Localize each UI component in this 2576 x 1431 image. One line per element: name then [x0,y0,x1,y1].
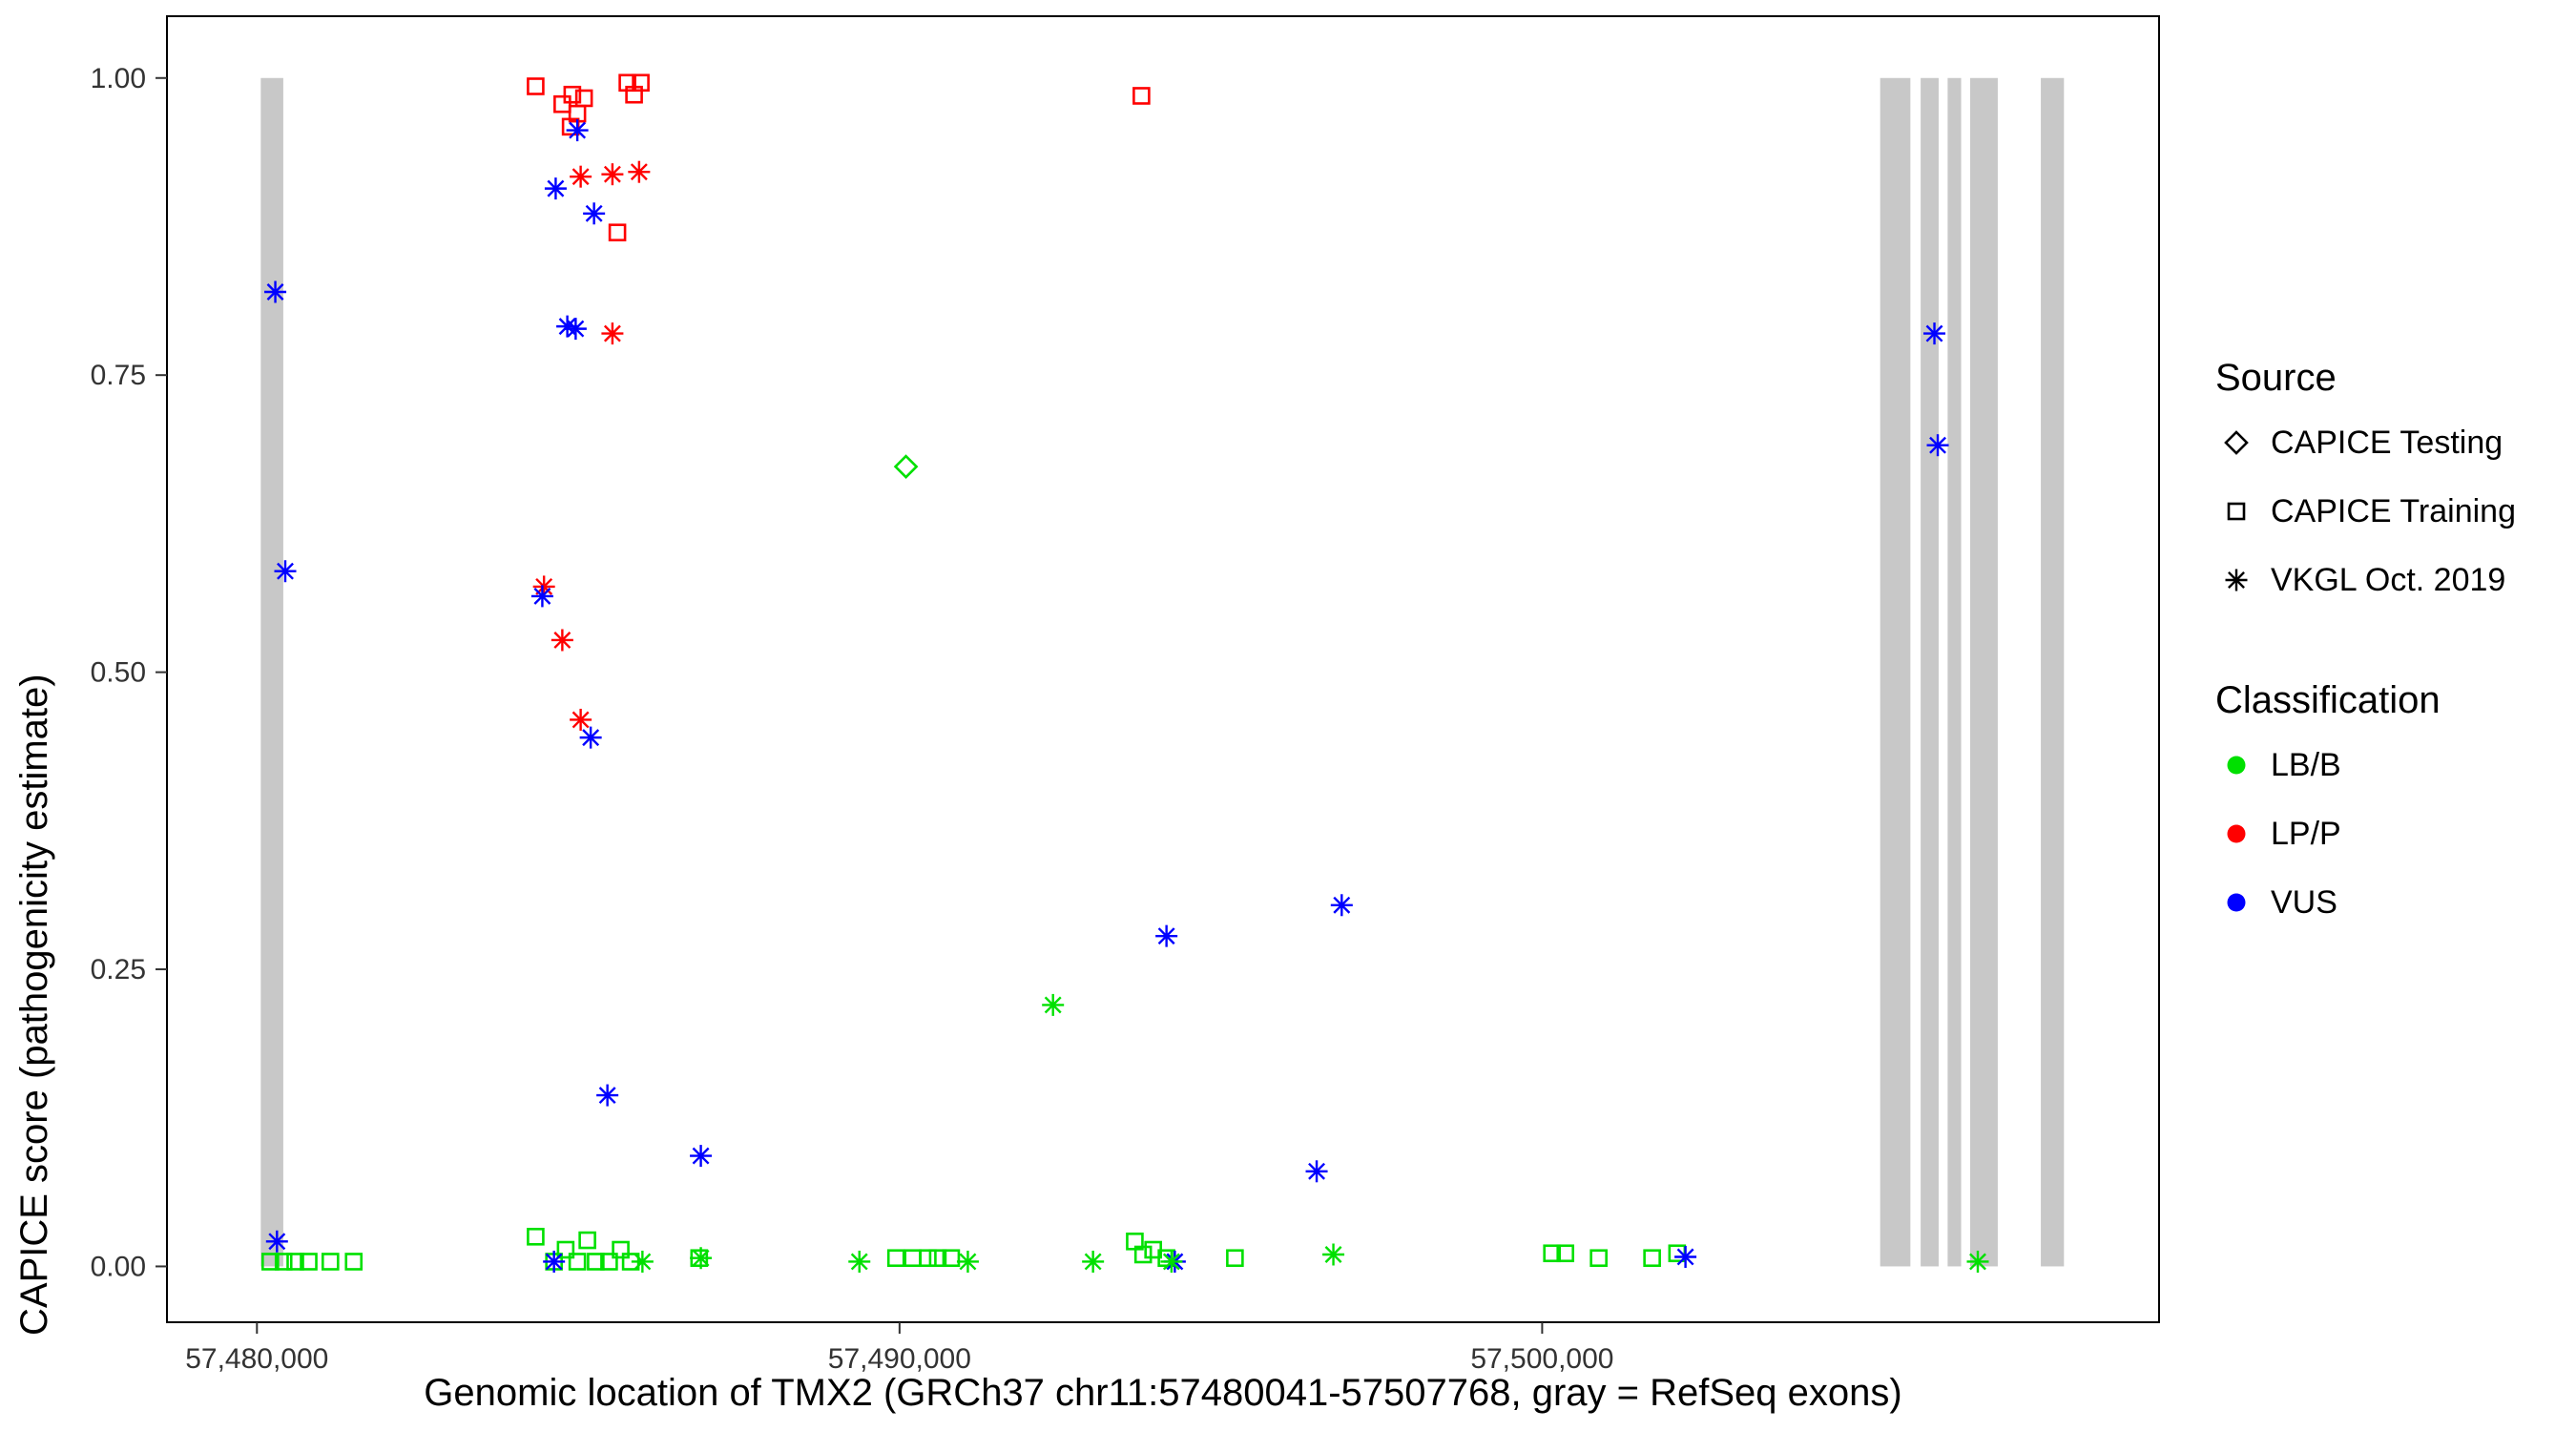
legend-label-vus: VUS [2271,883,2337,921]
exon-bar [1947,77,1962,1267]
series-vkgl-oct-2019-lp-p [532,160,651,731]
diamond-icon [2224,430,2249,455]
legend: Source CAPICE Testing CAPICE Training VK… [2215,355,2570,950]
series-vkgl-oct-2019-lb-b [631,993,1989,1273]
series-vkgl-oct-2019-vus [264,119,1949,1273]
panel-border [166,15,2160,1323]
legend-item-lpp: LP/P [2215,813,2570,855]
legend-label-capice-testing: CAPICE Testing [2271,424,2503,461]
x-tick-label: 57,480,000 [185,1343,328,1375]
legend-item-lbb: LB/B [2215,744,2570,786]
y-axis-title: CAPICE score (pathogenicity estimate) [13,674,55,1336]
legend-label-lpp: LP/P [2271,815,2341,852]
red-dot-icon [2227,824,2246,843]
series-capice-training-lb-b [261,1228,1687,1271]
series-capice-testing-lb-b [893,454,919,479]
asterisk-icon [2225,569,2248,591]
legend-item-vus: VUS [2215,881,2570,923]
y-tick-label: 0.75 [91,360,146,391]
legend-classification-title: Classification [2215,679,2441,721]
legend-source-title: Source [2215,357,2337,399]
exon-bar [1969,77,1998,1267]
exon-bar [260,77,283,1267]
exon-bar [1880,77,1911,1267]
blue-dot-icon [2227,893,2246,912]
exon-bar [1921,77,1939,1267]
y-tick-label: 0.00 [91,1251,146,1282]
exon-bar [2041,77,2065,1267]
x-tick-label: 57,500,000 [1470,1343,1613,1375]
y-tick-label: 0.50 [91,657,146,689]
green-dot-icon [2227,756,2246,775]
square-icon [2227,502,2246,521]
x-tick-label: 57,490,000 [828,1343,971,1375]
x-axis-title: Genomic location of TMX2 (GRCh37 chr11:5… [424,1372,1902,1414]
series-capice-training-lp-p [527,73,1151,242]
y-tick-label: 0.25 [91,954,146,985]
legend-label-capice-training: CAPICE Training [2271,492,2516,529]
y-tick-label: 1.00 [91,63,146,94]
legend-label-lbb: LB/B [2271,746,2341,783]
legend-item-capice-testing: CAPICE Testing [2215,422,2570,464]
legend-item-vkgl: VKGL Oct. 2019 [2215,559,2570,601]
legend-label-vkgl: VKGL Oct. 2019 [2271,561,2506,598]
legend-item-capice-training: CAPICE Training [2215,490,2570,532]
